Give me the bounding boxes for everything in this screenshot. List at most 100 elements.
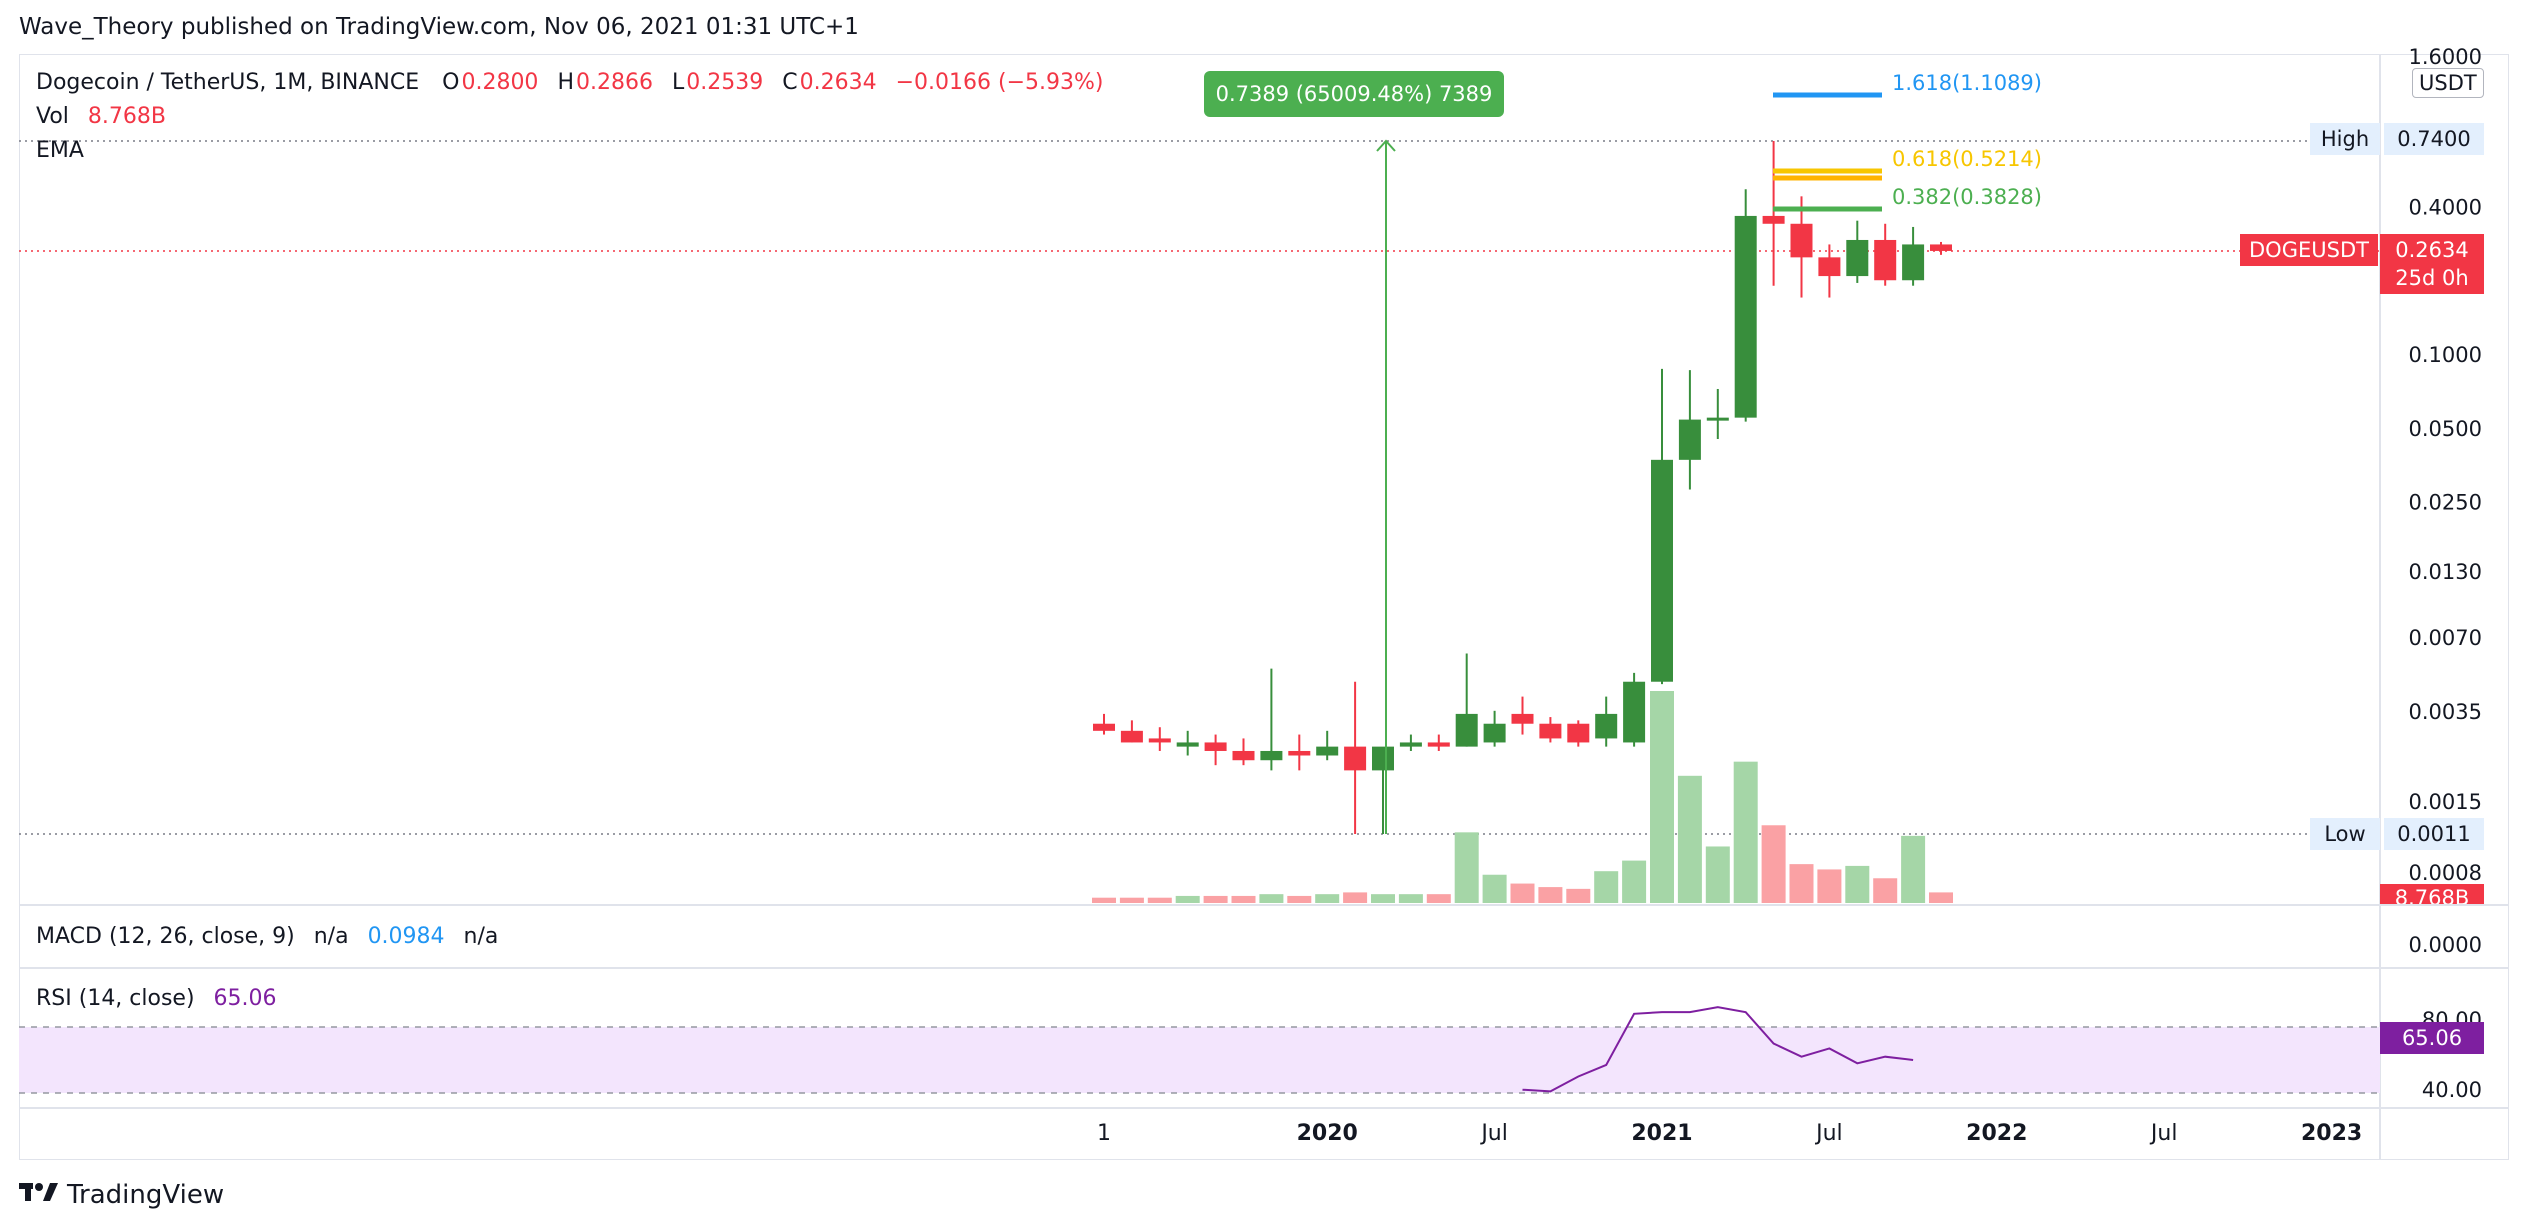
- macd-value-3: n/a: [463, 924, 499, 949]
- volume-bar: [1231, 895, 1256, 903]
- candle-body: [1232, 750, 1255, 761]
- volume-bar: [1622, 860, 1647, 903]
- price-tick-label: 0.0500: [2409, 417, 2482, 441]
- rsi-legend[interactable]: RSI (14, close) 65.06: [36, 986, 279, 1011]
- rsi-axis-label: 40.00: [2422, 1078, 2482, 1102]
- volume-bar: [1426, 894, 1451, 903]
- measure-label[interactable]: 0.7389 (65009.48%) 7389: [1204, 71, 1504, 117]
- high-tag: High: [2310, 123, 2380, 155]
- rsi-band: [19, 1027, 2380, 1093]
- volume-price-tag: 8.768B: [2380, 884, 2484, 904]
- fib-label: 1.618(1.1089): [1892, 71, 2042, 95]
- candle-body: [1790, 223, 1813, 258]
- chart-frame: [19, 54, 2509, 1160]
- candle-body: [1930, 244, 1952, 251]
- candle-body: [1455, 713, 1478, 747]
- symbol-title: Dogecoin / TetherUS, 1M, BINANCE: [36, 70, 420, 95]
- candle-body: [1093, 723, 1115, 731]
- price-tick-label: 0.0008: [2409, 861, 2482, 885]
- volume-bar: [1315, 894, 1340, 903]
- price-tick-label: 0.4000: [2409, 195, 2482, 219]
- candle-body: [1734, 215, 1757, 418]
- ohlc-high-label: H: [557, 70, 574, 95]
- tradingview-logo[interactable]: TradingView: [19, 1180, 224, 1210]
- price-tick-label: 0.0130: [2409, 560, 2482, 584]
- rsi-label: RSI (14, close): [36, 986, 195, 1011]
- symbol-legend[interactable]: Dogecoin / TetherUS, 1M, BINANCE O0.2800…: [36, 70, 1105, 95]
- candle-body: [1316, 746, 1339, 756]
- volume-bar: [1147, 897, 1172, 903]
- price-tick-label: 1.6000: [2409, 45, 2482, 69]
- candle-body: [1148, 738, 1171, 743]
- volume-bar: [1398, 894, 1423, 903]
- time-tick-label: Jul: [1479, 1121, 1508, 1146]
- candle-body: [1511, 713, 1534, 724]
- time-tick-label: 2020: [1297, 1121, 1358, 1146]
- price-tick-label: 0.0250: [2409, 491, 2482, 515]
- price-tick-label: 0.1000: [2409, 343, 2482, 367]
- price-tick-label: 0.0070: [2409, 626, 2482, 650]
- volume-bar: [1119, 897, 1144, 903]
- candle-body: [1874, 239, 1897, 281]
- price-tick-label: 0.0035: [2409, 700, 2482, 724]
- volume-bar: [1566, 888, 1591, 903]
- candle-body: [1260, 750, 1283, 761]
- candle-body: [1902, 244, 1925, 281]
- currency-unit-badge[interactable]: USDT: [2412, 68, 2484, 98]
- symbol-price-tag: DOGEUSDT: [2240, 234, 2378, 266]
- time-tick-label: 2022: [1966, 1121, 2027, 1146]
- candle-body: [1483, 723, 1506, 743]
- price-tick-label: 0.0015: [2409, 790, 2482, 814]
- volume-bar: [1677, 775, 1702, 903]
- volume-bar: [1761, 825, 1786, 903]
- volume-bar: [1343, 892, 1368, 903]
- low-value-tag: 0.0011: [2384, 818, 2484, 850]
- ohlc-high-value: 0.2866: [575, 70, 653, 95]
- volume-value: 8.768B: [87, 104, 166, 129]
- candle-body: [1344, 746, 1367, 771]
- ohlc-open-label: O: [442, 70, 460, 95]
- ema-legend[interactable]: EMA: [36, 138, 84, 163]
- publisher-header: Wave_Theory published on TradingView.com…: [19, 14, 859, 40]
- fib-label: 0.618(0.5214): [1892, 147, 2042, 171]
- macd-axis-label: 0.0000: [2409, 933, 2482, 957]
- volume-bar: [1873, 878, 1898, 903]
- volume-bar: [1371, 894, 1395, 903]
- candle-body: [1539, 723, 1562, 739]
- ohlc-low-label: L: [671, 70, 685, 95]
- macd-value-1: n/a: [313, 924, 349, 949]
- ohlc-close-label: C: [782, 70, 798, 95]
- time-tick-label: 1: [1097, 1121, 1111, 1146]
- current-price-value: 0.2634: [2395, 238, 2469, 262]
- time-tick-label: Jul: [1814, 1121, 1843, 1146]
- volume-bar: [1203, 895, 1228, 903]
- candle-body: [1818, 257, 1841, 277]
- candle-body: [1706, 417, 1729, 421]
- candle-body: [1762, 215, 1785, 224]
- volume-bar: [1705, 846, 1730, 903]
- volume-bar: [1789, 864, 1814, 903]
- candle-body: [1204, 742, 1227, 751]
- volume-bar: [1650, 691, 1674, 903]
- candle-body: [1651, 459, 1673, 682]
- macd-value-2: 0.0984: [367, 924, 445, 949]
- candle-body: [1399, 742, 1422, 747]
- candle-body: [1846, 239, 1869, 277]
- macd-legend[interactable]: MACD (12, 26, close, 9) n/a 0.0984 n/a: [36, 924, 500, 949]
- rsi-value-tag: 65.06: [2380, 1022, 2484, 1054]
- fib-label: 0.382(0.3828): [1892, 185, 2042, 209]
- volume-bar: [1510, 883, 1535, 903]
- candle-body: [1427, 742, 1450, 747]
- volume-bar: [1538, 887, 1563, 903]
- candle-body: [1595, 713, 1618, 739]
- ohlc-change: −0.0166 (−5.93%): [895, 70, 1104, 95]
- volume-bar: [1845, 865, 1870, 903]
- volume-legend[interactable]: Vol 8.768B: [36, 104, 168, 129]
- rsi-line: [1522, 1006, 1914, 1093]
- volume-bar: [1817, 869, 1842, 903]
- candle-body: [1372, 746, 1394, 771]
- low-tag: Low: [2310, 818, 2380, 850]
- volume-label: Vol: [36, 104, 69, 129]
- volume-bar: [1092, 897, 1116, 903]
